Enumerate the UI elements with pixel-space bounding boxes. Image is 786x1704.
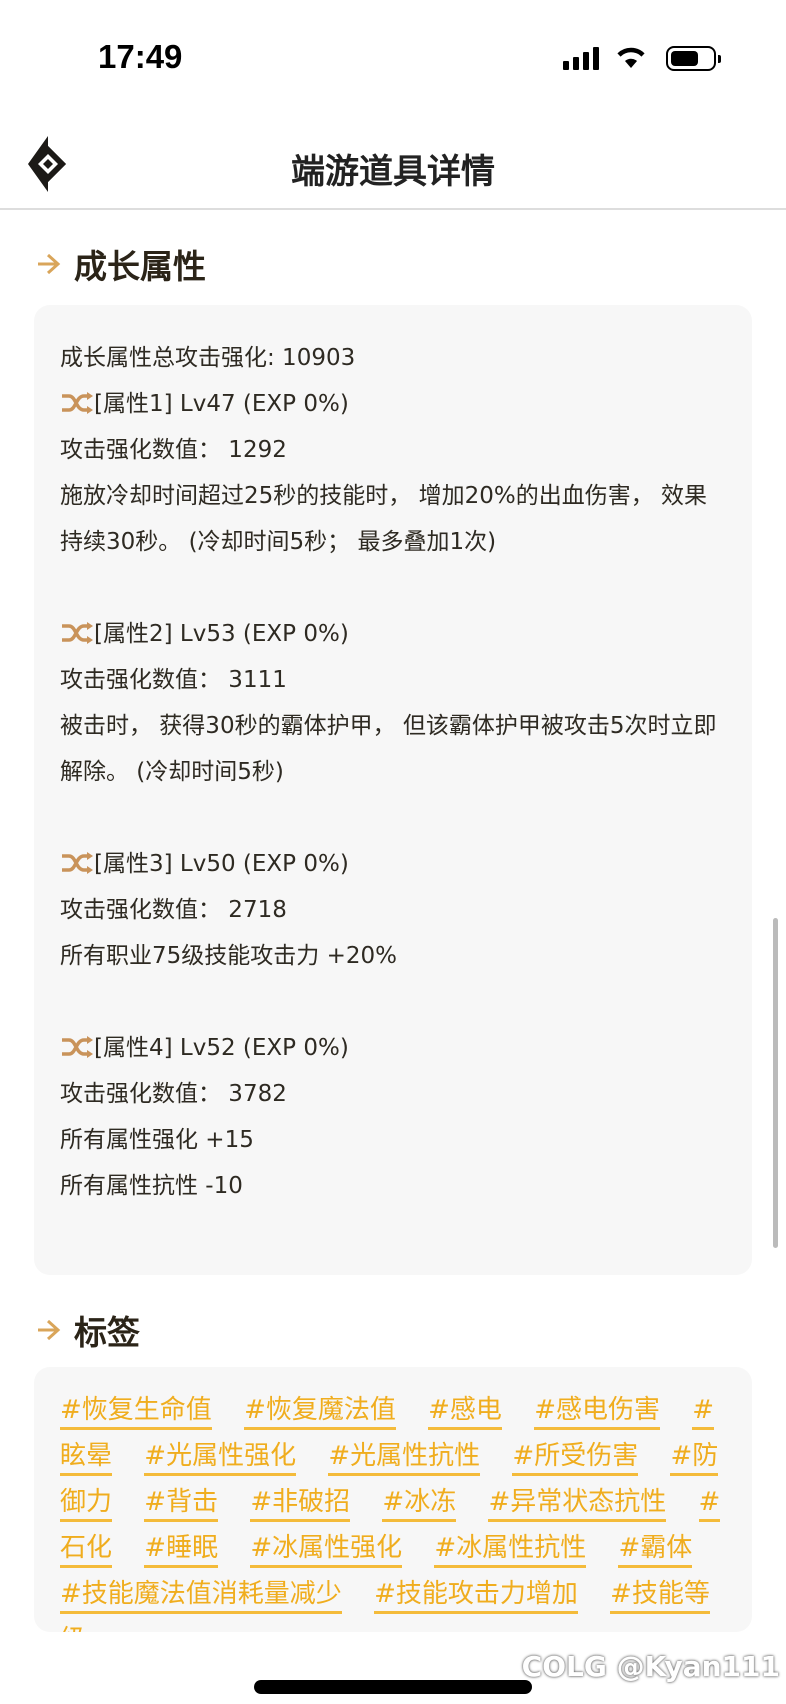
tag-link[interactable]: #技能魔法值消耗量减少 [60, 1579, 342, 1614]
status-bar: 17:49 [0, 0, 786, 110]
tag-link[interactable]: #防御力 [60, 1441, 719, 1522]
attribute-header: [属性4] Lv52 (EXP 0%) [60, 1025, 726, 1071]
section-title-tags: 标签 [34, 1306, 140, 1354]
attribute-value: 攻击强化数值： 2718 [60, 897, 287, 923]
shuffle-icon [62, 852, 93, 874]
tag-link[interactable]: #冰属性强化 [250, 1533, 403, 1568]
attribute-header: [属性2] Lv53 (EXP 0%) [60, 611, 726, 657]
tag-link[interactable]: #背击 [144, 1487, 219, 1522]
shuffle-icon [62, 622, 93, 644]
tag-link[interactable]: #所受伤害 [512, 1441, 639, 1476]
shuffle-icon [62, 392, 93, 414]
cellular-signal-icon [563, 46, 599, 70]
attribute-effect: 所有属性抗性 -10 [60, 1173, 243, 1199]
spacer [60, 795, 726, 841]
app-header: 端游道具详情 [0, 110, 786, 210]
tag-link[interactable]: #恢复魔法值 [244, 1395, 396, 1430]
spacer [60, 565, 726, 611]
attribute-effect: 施放冷却时间超过25秒的技能时， 增加20%的出血伤害， 效果持续30秒。 (冷… [60, 483, 708, 555]
attribute-effect: 所有职业75级技能攻击力 +20% [60, 943, 397, 969]
section-title-text: 成长属性 [74, 247, 206, 286]
shuffle-icon [62, 1036, 93, 1058]
battery-icon [666, 46, 721, 71]
tag-link[interactable]: #感电伤害 [534, 1395, 660, 1430]
wifi-icon [617, 47, 645, 68]
attribute-header: [属性3] Lv50 (EXP 0%) [60, 841, 726, 887]
attribute-level: [属性4] Lv52 (EXP 0%) [94, 1035, 349, 1061]
tag-link[interactable]: #技能攻击力增加 [374, 1579, 578, 1614]
diamond-logo-icon[interactable] [24, 134, 72, 194]
tag-link[interactable]: #异常状态抗性 [488, 1487, 667, 1522]
arrow-icon [38, 253, 61, 275]
page-title: 端游道具详情 [291, 152, 495, 192]
attribute-level: [属性3] Lv50 (EXP 0%) [94, 851, 349, 877]
tags-card: #恢复生命值 #恢复魔法值 #感电 #感电伤害 #眩晕 #光属性强化 #光属性抗… [34, 1367, 752, 1632]
attribute-header: [属性1] Lv47 (EXP 0%) [60, 381, 726, 427]
attribute-level: [属性2] Lv53 (EXP 0%) [94, 621, 349, 647]
tag-link[interactable]: #睡眠 [144, 1533, 219, 1568]
attribute-effect: 被击时， 获得30秒的霸体护甲， 但该霸体护甲被攻击5次时立即解除。 (冷却时间… [60, 713, 717, 785]
scrollbar[interactable] [773, 918, 778, 1248]
section-title-growth: 成长属性 [34, 240, 206, 288]
spacer [60, 979, 726, 1025]
attribute-value: 攻击强化数值： 3111 [60, 667, 287, 693]
tag-link[interactable]: #冰冻 [382, 1487, 457, 1522]
tag-link[interactable]: #光属性强化 [144, 1441, 297, 1476]
tag-link[interactable]: #冰属性抗性 [434, 1533, 587, 1568]
total-attack: 成长属性总攻击强化: 10903 [60, 345, 356, 371]
section-title-text: 标签 [74, 1313, 140, 1352]
tag-link[interactable]: #非破招 [250, 1487, 351, 1522]
growth-attributes-card: 成长属性总攻击强化: 10903 [属性1] Lv47 (EXP 0%) 攻击强化… [34, 305, 752, 1275]
tag-link[interactable]: #技能等级 [60, 1579, 710, 1632]
attribute-level: [属性1] Lv47 (EXP 0%) [94, 391, 349, 417]
tag-link[interactable]: #眩晕 [60, 1395, 715, 1476]
tag-link[interactable]: #恢复生命值 [60, 1395, 212, 1430]
status-time: 17:49 [98, 38, 183, 75]
tag-link[interactable]: #石化 [60, 1487, 721, 1568]
arrow-icon [38, 1319, 61, 1341]
tag-link[interactable]: #霸体 [618, 1533, 693, 1568]
attribute-value: 攻击强化数值： 3782 [60, 1081, 287, 1107]
home-indicator[interactable] [254, 1680, 532, 1694]
attribute-effect: 所有属性强化 +15 [60, 1127, 254, 1153]
attribute-value: 攻击强化数值： 1292 [60, 437, 287, 463]
tag-link[interactable]: #感电 [428, 1395, 502, 1430]
watermark: COLG @Kyan111 [521, 1650, 780, 1683]
tag-link[interactable]: #光属性抗性 [328, 1441, 481, 1476]
